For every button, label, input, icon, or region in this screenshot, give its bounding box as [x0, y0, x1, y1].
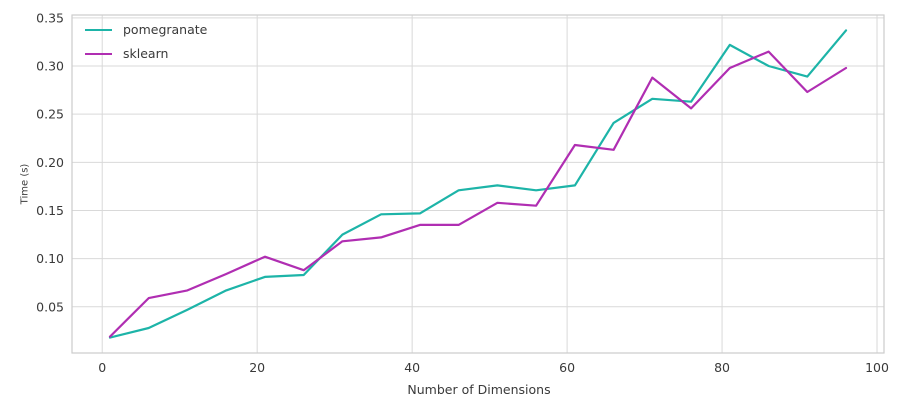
x-tick-label: 100 [865, 360, 889, 375]
legend-line-pomegranate [85, 28, 112, 31]
x-tick-label: 80 [714, 360, 730, 375]
x-tick-label: 0 [98, 360, 106, 375]
x-tick-label: 60 [559, 360, 575, 375]
legend-label-pomegranate: pomegranate [123, 22, 208, 37]
y-tick-label: 0.30 [36, 59, 64, 74]
legend-label-sklearn: sklearn [123, 46, 169, 61]
x-axis-title: Number of Dimensions [407, 382, 551, 397]
legend: pomegranate sklearn [85, 21, 207, 62]
y-tick-label: 0.10 [36, 251, 64, 266]
legend-line-sklearn [85, 52, 112, 55]
x-tick-label: 20 [249, 360, 265, 375]
x-tick-label: 40 [404, 360, 420, 375]
y-tick-label: 0.05 [36, 299, 64, 314]
plot-border [71, 14, 885, 354]
y-tick-label: 0.25 [36, 107, 64, 122]
series-line-pomegranate [108, 29, 848, 339]
y-tick-label: 0.15 [36, 203, 64, 218]
legend-item-pomegranate: pomegranate [85, 21, 207, 38]
y-tick-label: 0.35 [36, 10, 64, 25]
y-axis-title: Time (s) [19, 163, 31, 205]
series-line-sklearn [108, 50, 848, 338]
y-tick-label: 0.20 [36, 155, 64, 170]
legend-item-sklearn: sklearn [85, 45, 207, 62]
